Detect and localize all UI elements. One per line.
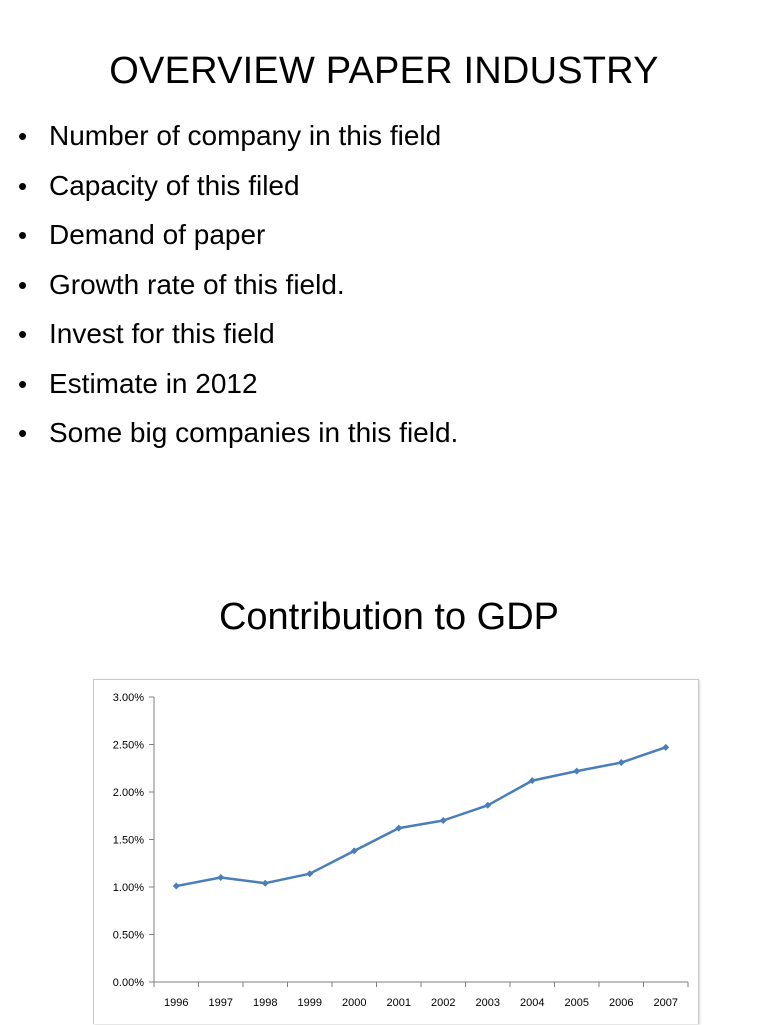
bullet-item: • Number of company in this field (18, 116, 458, 166)
bullet-text: Invest for this field (49, 318, 275, 349)
slide-title: OVERVIEW PAPER INDUSTRY (109, 50, 659, 92)
data-point (484, 801, 492, 809)
bullet-item: • Invest for this field (18, 314, 458, 364)
x-tick-label: 1999 (298, 997, 322, 1009)
x-tick-label: 2007 (654, 997, 678, 1009)
data-point (439, 817, 447, 824)
y-tick-label: 2.50% (113, 740, 144, 752)
y-tick-label: 0.50% (113, 930, 144, 942)
bullet-icon: • (18, 269, 28, 300)
data-point (395, 824, 403, 832)
bullet-item: • Demand of paper (18, 215, 458, 265)
series-line (176, 746, 667, 888)
data-point (573, 767, 581, 775)
x-tick-label: 1998 (253, 997, 277, 1009)
y-tick-label: 2.00% (113, 787, 144, 799)
bullet-icon: • (18, 418, 28, 448)
chart-frame: 0.00% 0.50% 1.00% 1.50% 2.00% 2.50% 3.00% 1996 1… (93, 679, 699, 1024)
x-tick-label: 2004 (520, 997, 544, 1009)
bullet-list: • Number of company in this field • Capaci… (18, 116, 458, 463)
y-tick-label: 0.00% (113, 977, 144, 989)
bullet-item: • Growth rate of this field. (18, 265, 458, 315)
bullet-icon: • (18, 170, 28, 201)
x-tick-label: 2005 (565, 997, 589, 1009)
y-tick-label: 1.50% (113, 835, 144, 847)
y-tick-label: 3.00% (113, 692, 144, 704)
x-tick-label: 2001 (387, 997, 411, 1009)
x-tick-label: 2006 (609, 997, 633, 1009)
x-tick-label: 1997 (209, 997, 233, 1009)
chart-heading: Contribution to GDP (218, 596, 560, 638)
bullet-icon: • (18, 368, 28, 399)
bullet-icon: • (18, 121, 28, 151)
x-tick-label: 2003 (476, 997, 500, 1009)
bullet-item: • Estimate in 2012 (18, 364, 458, 414)
bullet-text: Number of company in this field (49, 120, 442, 151)
data-point (172, 882, 180, 890)
data-point (662, 743, 670, 751)
bullet-text: Demand of paper (49, 219, 266, 250)
data-point (528, 777, 536, 785)
data-point (306, 870, 314, 878)
data-point (350, 847, 358, 855)
data-point (217, 874, 225, 881)
bullet-text: Some big companies in this field. (49, 417, 459, 448)
data-point (261, 879, 269, 887)
bullet-text: Capacity of this filed (49, 169, 300, 201)
x-tick-label: 1996 (164, 997, 188, 1009)
bullet-icon: • (18, 220, 28, 250)
x-tick-label: 2002 (431, 997, 455, 1009)
bullet-item: • Some big companies in this field. (18, 413, 458, 463)
data-point (617, 759, 625, 767)
bullet-text: Estimate in 2012 (49, 367, 258, 399)
bullet-icon: • (18, 319, 28, 349)
bullet-text: Growth rate of this field. (49, 268, 345, 300)
y-tick-label: 1.00% (113, 882, 144, 894)
x-tick-label: 2000 (342, 997, 366, 1009)
gdp-line-chart: 0.00% 0.50% 1.00% 1.50% 2.00% 2.50% 3.00% 1996 1… (113, 692, 689, 1009)
bullet-item: • Capacity of this filed (18, 166, 458, 216)
